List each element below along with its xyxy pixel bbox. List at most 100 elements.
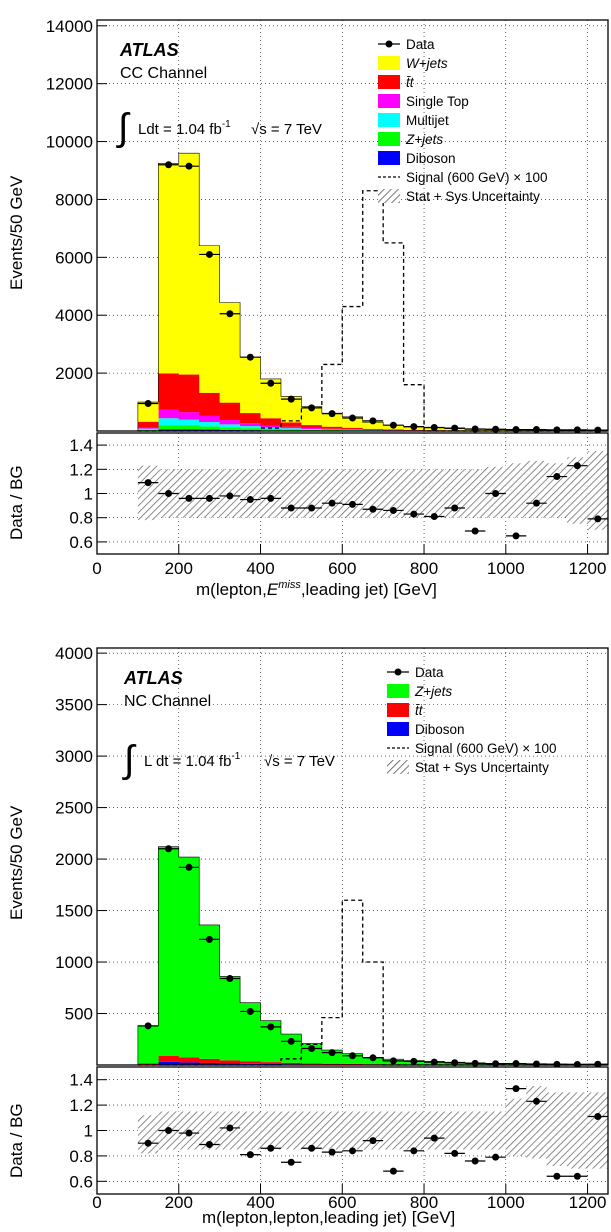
nc-ratio-point [288,1159,295,1166]
nc-bar-tt [281,1063,302,1064]
nc-legend-t-t-swatch [387,703,409,717]
cc-data-point [349,414,356,421]
nc-y-tick-label: 1000 [55,953,93,972]
nc-ratio-point [472,1157,479,1164]
cc-data-point [308,404,315,411]
cc-bar-single-top [158,410,179,419]
nc-energy-label: √s = 7 TeV [264,753,335,770]
cc-data-point [369,417,376,424]
nc-data-point [369,1054,376,1061]
nc-data-point [145,1022,152,1029]
nc-y-tick-label: 3500 [55,696,93,715]
cc-ratio-point [288,505,295,512]
nc-ratio-point [594,1113,601,1120]
cc-bar-single-top [199,416,220,422]
cc-y-tick-label: 8000 [55,190,93,209]
nc-x-tick-label: 1200 [569,1193,607,1212]
nc-bar-tt [220,1060,241,1063]
cc-bar-tt [179,375,200,413]
nc-ratio-point [349,1147,356,1154]
cc-legend-stat-sys-uncertainty-label: Stat + Sys Uncertainty [406,189,540,204]
nc-bar-tt [138,1063,159,1064]
nc-data-point [206,936,213,943]
nc-ratio-y-axis-label: Data / BG [7,1103,26,1178]
nc-bar-z-jets [220,976,241,1060]
nc-ratio-point [451,1150,458,1157]
cc-lumi-exp: -1 [222,119,231,130]
cc-ratio-point [308,505,315,512]
nc-ratio-tick-label: 1.4 [69,1071,93,1090]
nc-ratio-tick-label: 1 [84,1122,93,1141]
cc-legend-w-jets-swatch [378,56,400,70]
nc-legend-z-jets-swatch [387,684,409,698]
nc-y-tick-label: 500 [65,1005,93,1024]
cc-bar-tt [138,422,159,428]
nc-ratio-point [410,1147,417,1154]
cc-ratio-point [369,506,376,513]
nc-legend-diboson-swatch [387,722,409,736]
nc-ratio-tick-label: 1.2 [69,1096,93,1115]
cc-x-tick-label: 200 [165,559,193,578]
cc-x-axis-label-pre: m(lepton, [196,580,267,599]
cc-y-tick-label: 12000 [46,75,93,94]
cc-lumi-label: Ldt = 1.04 fb-1 [138,119,231,138]
nc-ratio-point [369,1137,376,1144]
nc-data-point [472,1060,479,1067]
cc-bar-multijet [179,420,200,426]
nc-ratio-point [185,1130,192,1137]
cc-legend-multijet-label: Multijet [406,113,449,128]
cc-ratio-tick-label: 1.2 [69,460,93,479]
nc-legend-data-label: Data [415,665,444,680]
cc-x-axis-label-var: E [267,580,279,599]
cc-legend-diboson-label: Diboson [406,151,456,166]
cc-x-tick-label: 800 [410,559,438,578]
cc-data-point [533,426,540,433]
nc-x-tick-label: 200 [165,1193,193,1212]
cc-ratio-point [185,495,192,502]
nc-ratio-point [267,1145,274,1152]
cc-x-tick-label: 1200 [569,559,607,578]
cc-ratio-point [553,473,560,480]
cc-bar-single-top [261,426,282,428]
nc-data-point [247,1008,254,1015]
cc-ratio-point [329,500,336,507]
cc-legend-multijet-swatch [378,113,400,127]
cc-bar-single-top [322,429,343,430]
cc-bar-z-jets [261,429,282,430]
cc-legend-z-jets-label: Z+jets [405,132,443,147]
nc-lumi-text: L dt = 1.04 fb [144,753,231,770]
cc-atlas-label: ATLAS [119,40,179,60]
cc-bar-multijet [138,429,159,430]
cc-ratio-tick-label: 0.6 [69,533,93,552]
nc-data-point [390,1057,397,1064]
cc-bar-multijet [301,429,322,430]
cc-legend-stat-sys-uncertainty-swatch [378,189,400,203]
nc-lumi-label: L dt = 1.04 fb-1 [144,751,241,770]
cc-bar-multijet [281,428,302,429]
cc-bar-tt [301,425,322,428]
cc-y-tick-label: 2000 [55,364,93,383]
cc-bar-single-top [138,428,159,429]
nc-data-point [308,1045,315,1052]
cc-channel-label: CC Channel [120,65,207,82]
nc-legend-data-marker [395,669,402,676]
cc-legend-z-jets-swatch [378,132,400,146]
cc-bar-tt [342,428,363,429]
cc-bar-multijet [240,426,261,428]
cc-ratio-point [165,490,172,497]
cc-ratio-point [206,495,213,502]
nc-channel-label: NC Channel [124,693,211,710]
cc-ratio-tick-label: 1.4 [69,436,93,455]
nc-x-axis-label: m(lepton,lepton,leading jet) [GeV] [202,1208,455,1227]
nc-ratio-point [308,1145,315,1152]
cc-bar-w-jets [240,357,261,413]
nc-data-point [288,1038,295,1045]
cc-data-point [206,251,213,258]
cc-legend-t-t-label: t̄t [406,75,415,90]
cc-bar-tt [281,422,302,426]
nc-ratio-point [206,1141,213,1148]
nc-atlas-label: ATLAS [123,668,183,688]
